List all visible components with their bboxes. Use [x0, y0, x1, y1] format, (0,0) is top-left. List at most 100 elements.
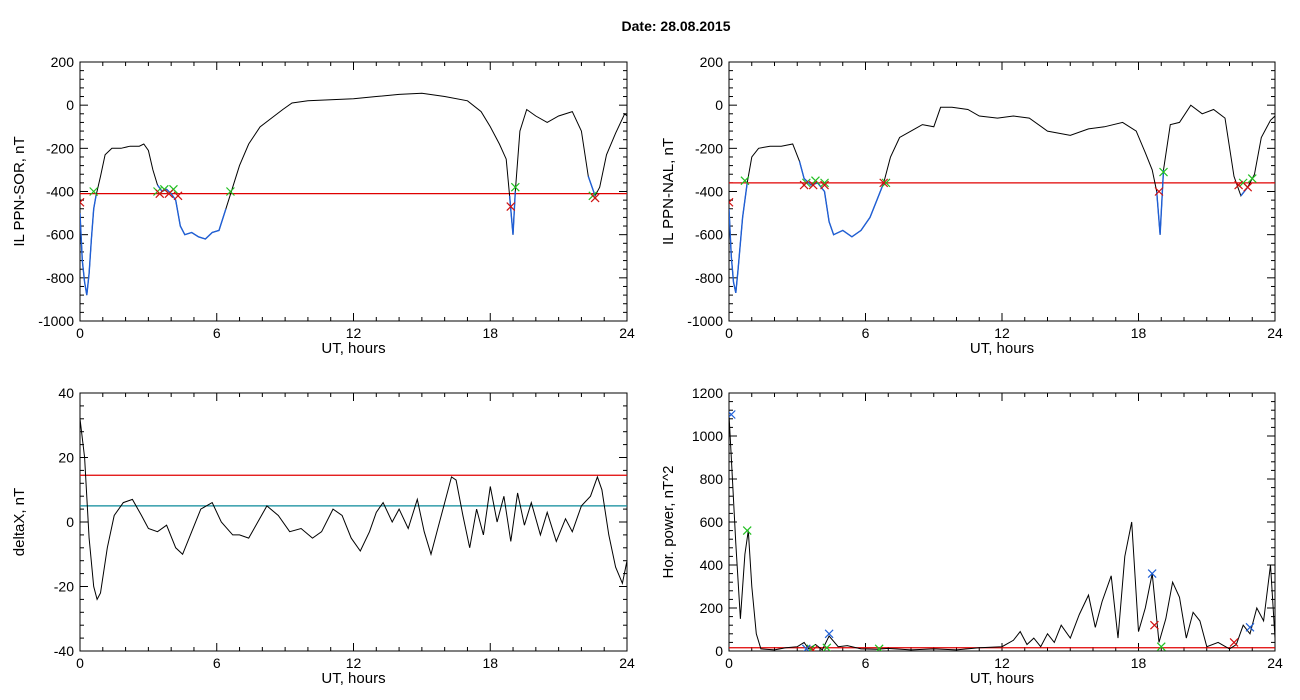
marker-blue [1245, 622, 1255, 632]
plot-area [729, 410, 1275, 651]
marker-green [1159, 167, 1168, 177]
marker-red [879, 178, 889, 188]
marker-red [1243, 182, 1253, 192]
marker-red [1150, 620, 1159, 630]
plot-area [80, 92, 627, 296]
y-tick-label: 0 [715, 643, 723, 659]
x-tick-label: 0 [725, 655, 733, 671]
y-tick-label: -600 [695, 227, 723, 243]
x-tick-label: 12 [994, 325, 1010, 341]
marker-red [164, 189, 174, 199]
marker-green [89, 187, 99, 196]
x-tick-label: 18 [1131, 325, 1147, 341]
marker-green [1156, 642, 1166, 651]
y-axis-label: deltaX, nT [11, 488, 28, 556]
y-tick-label: -20 [54, 579, 74, 595]
chart-panel-3: 0 6 12 18 24 40 20 0 -20 -40 UT, hours deltaX, nT [11, 385, 635, 687]
x-axis-label: UT, hours [321, 670, 385, 687]
series-line [729, 414, 1275, 651]
marker-red [1154, 187, 1164, 196]
marker-red [820, 180, 829, 190]
marker-red [808, 180, 818, 190]
y-tick-label: -200 [46, 140, 74, 156]
chart-panel-4: 0 6 12 18 24 1200 1000 800 600 400 200 0 UT, hours Ho… [660, 385, 1283, 687]
y-axis-label: Hor. power, nT^2 [660, 466, 677, 579]
y-axis-label: IL PPN-NAL, nT [660, 138, 677, 245]
y-tick-label: -400 [695, 184, 723, 200]
y-tick-label: -400 [46, 184, 74, 200]
marker-green [1238, 178, 1248, 188]
x-tick-label: 18 [482, 325, 498, 341]
marker-green [820, 178, 829, 188]
page-title: Date: 28.08.2015 [621, 18, 731, 34]
plot-area [80, 418, 627, 601]
marker-red [80, 197, 85, 204]
x-tick-label: 18 [482, 655, 498, 671]
y-tick-label: -1000 [687, 313, 723, 329]
highlight-segment [587, 176, 596, 197]
x-tick-label: 24 [619, 655, 635, 671]
x-tick-label: 6 [862, 655, 870, 671]
x-tick-label: 6 [862, 325, 870, 341]
x-tick-label: 0 [725, 325, 733, 341]
highlight-segment [508, 191, 516, 235]
marker-red [590, 193, 600, 203]
marker-green [822, 643, 832, 651]
marker-blue [1147, 569, 1157, 579]
marker-green [1247, 174, 1257, 183]
series-line [80, 92, 627, 296]
y-tick-label: 20 [58, 450, 74, 466]
marker-green [510, 182, 520, 192]
marker-green [876, 644, 884, 651]
marker-red [173, 191, 183, 201]
plot-frame [79, 392, 628, 652]
x-tick-label: 12 [346, 655, 362, 671]
marker-red [811, 645, 818, 651]
x-tick-label: 18 [1131, 655, 1147, 671]
plot-area [729, 104, 1275, 294]
x-tick-label: 24 [619, 325, 635, 341]
series-line [729, 104, 1275, 294]
series-line [80, 418, 627, 601]
marker-red [729, 197, 734, 204]
marker-red [506, 202, 516, 212]
marker-red [729, 201, 734, 207]
x-axis-label: UT, hours [970, 340, 1034, 357]
y-tick-label: 1200 [692, 385, 723, 401]
y-tick-label: 200 [700, 54, 724, 70]
marker-red [155, 189, 165, 199]
x-tick-label: 6 [213, 325, 221, 341]
highlight-segment [798, 161, 885, 238]
marker-red [80, 201, 85, 207]
y-tick-label: -600 [46, 227, 74, 243]
y-tick-label: 400 [700, 557, 724, 573]
y-axis-label: IL PPN-SOR, nT [11, 136, 28, 246]
y-tick-label: 200 [51, 54, 75, 70]
marker-green [881, 178, 891, 188]
y-tick-label: 0 [66, 97, 74, 113]
y-tick-label: -800 [695, 270, 723, 286]
y-tick-label: 200 [700, 600, 724, 616]
highlight-segment [1156, 169, 1165, 235]
y-tick-label: -1000 [38, 313, 74, 329]
plot-frame [728, 61, 1276, 322]
marker-red [799, 180, 809, 190]
x-tick-label: 12 [346, 325, 362, 341]
marker-red [1234, 180, 1244, 190]
marker-green [740, 176, 750, 186]
chart-panel-2: 0 6 12 18 24 200 0 -200 -400 -600 -800 -1000 UT, hou… [660, 54, 1283, 357]
y-tick-label: -40 [54, 643, 74, 659]
y-tick-label: 600 [700, 514, 724, 530]
x-tick-label: 0 [76, 655, 84, 671]
x-axis-label: UT, hours [970, 670, 1034, 687]
y-tick-label: 0 [66, 514, 74, 530]
y-tick-label: -800 [46, 270, 74, 286]
x-tick-label: 24 [1267, 325, 1283, 341]
marker-green [811, 176, 820, 186]
x-tick-label: 0 [76, 325, 84, 341]
highlight-segment [729, 182, 748, 294]
highlight-segment [80, 195, 97, 296]
marker-green [807, 644, 816, 651]
chart-panel-1: 0 6 12 18 24 200 0 -200 -400 -600 -800 -1000 UT, hou… [11, 54, 635, 357]
